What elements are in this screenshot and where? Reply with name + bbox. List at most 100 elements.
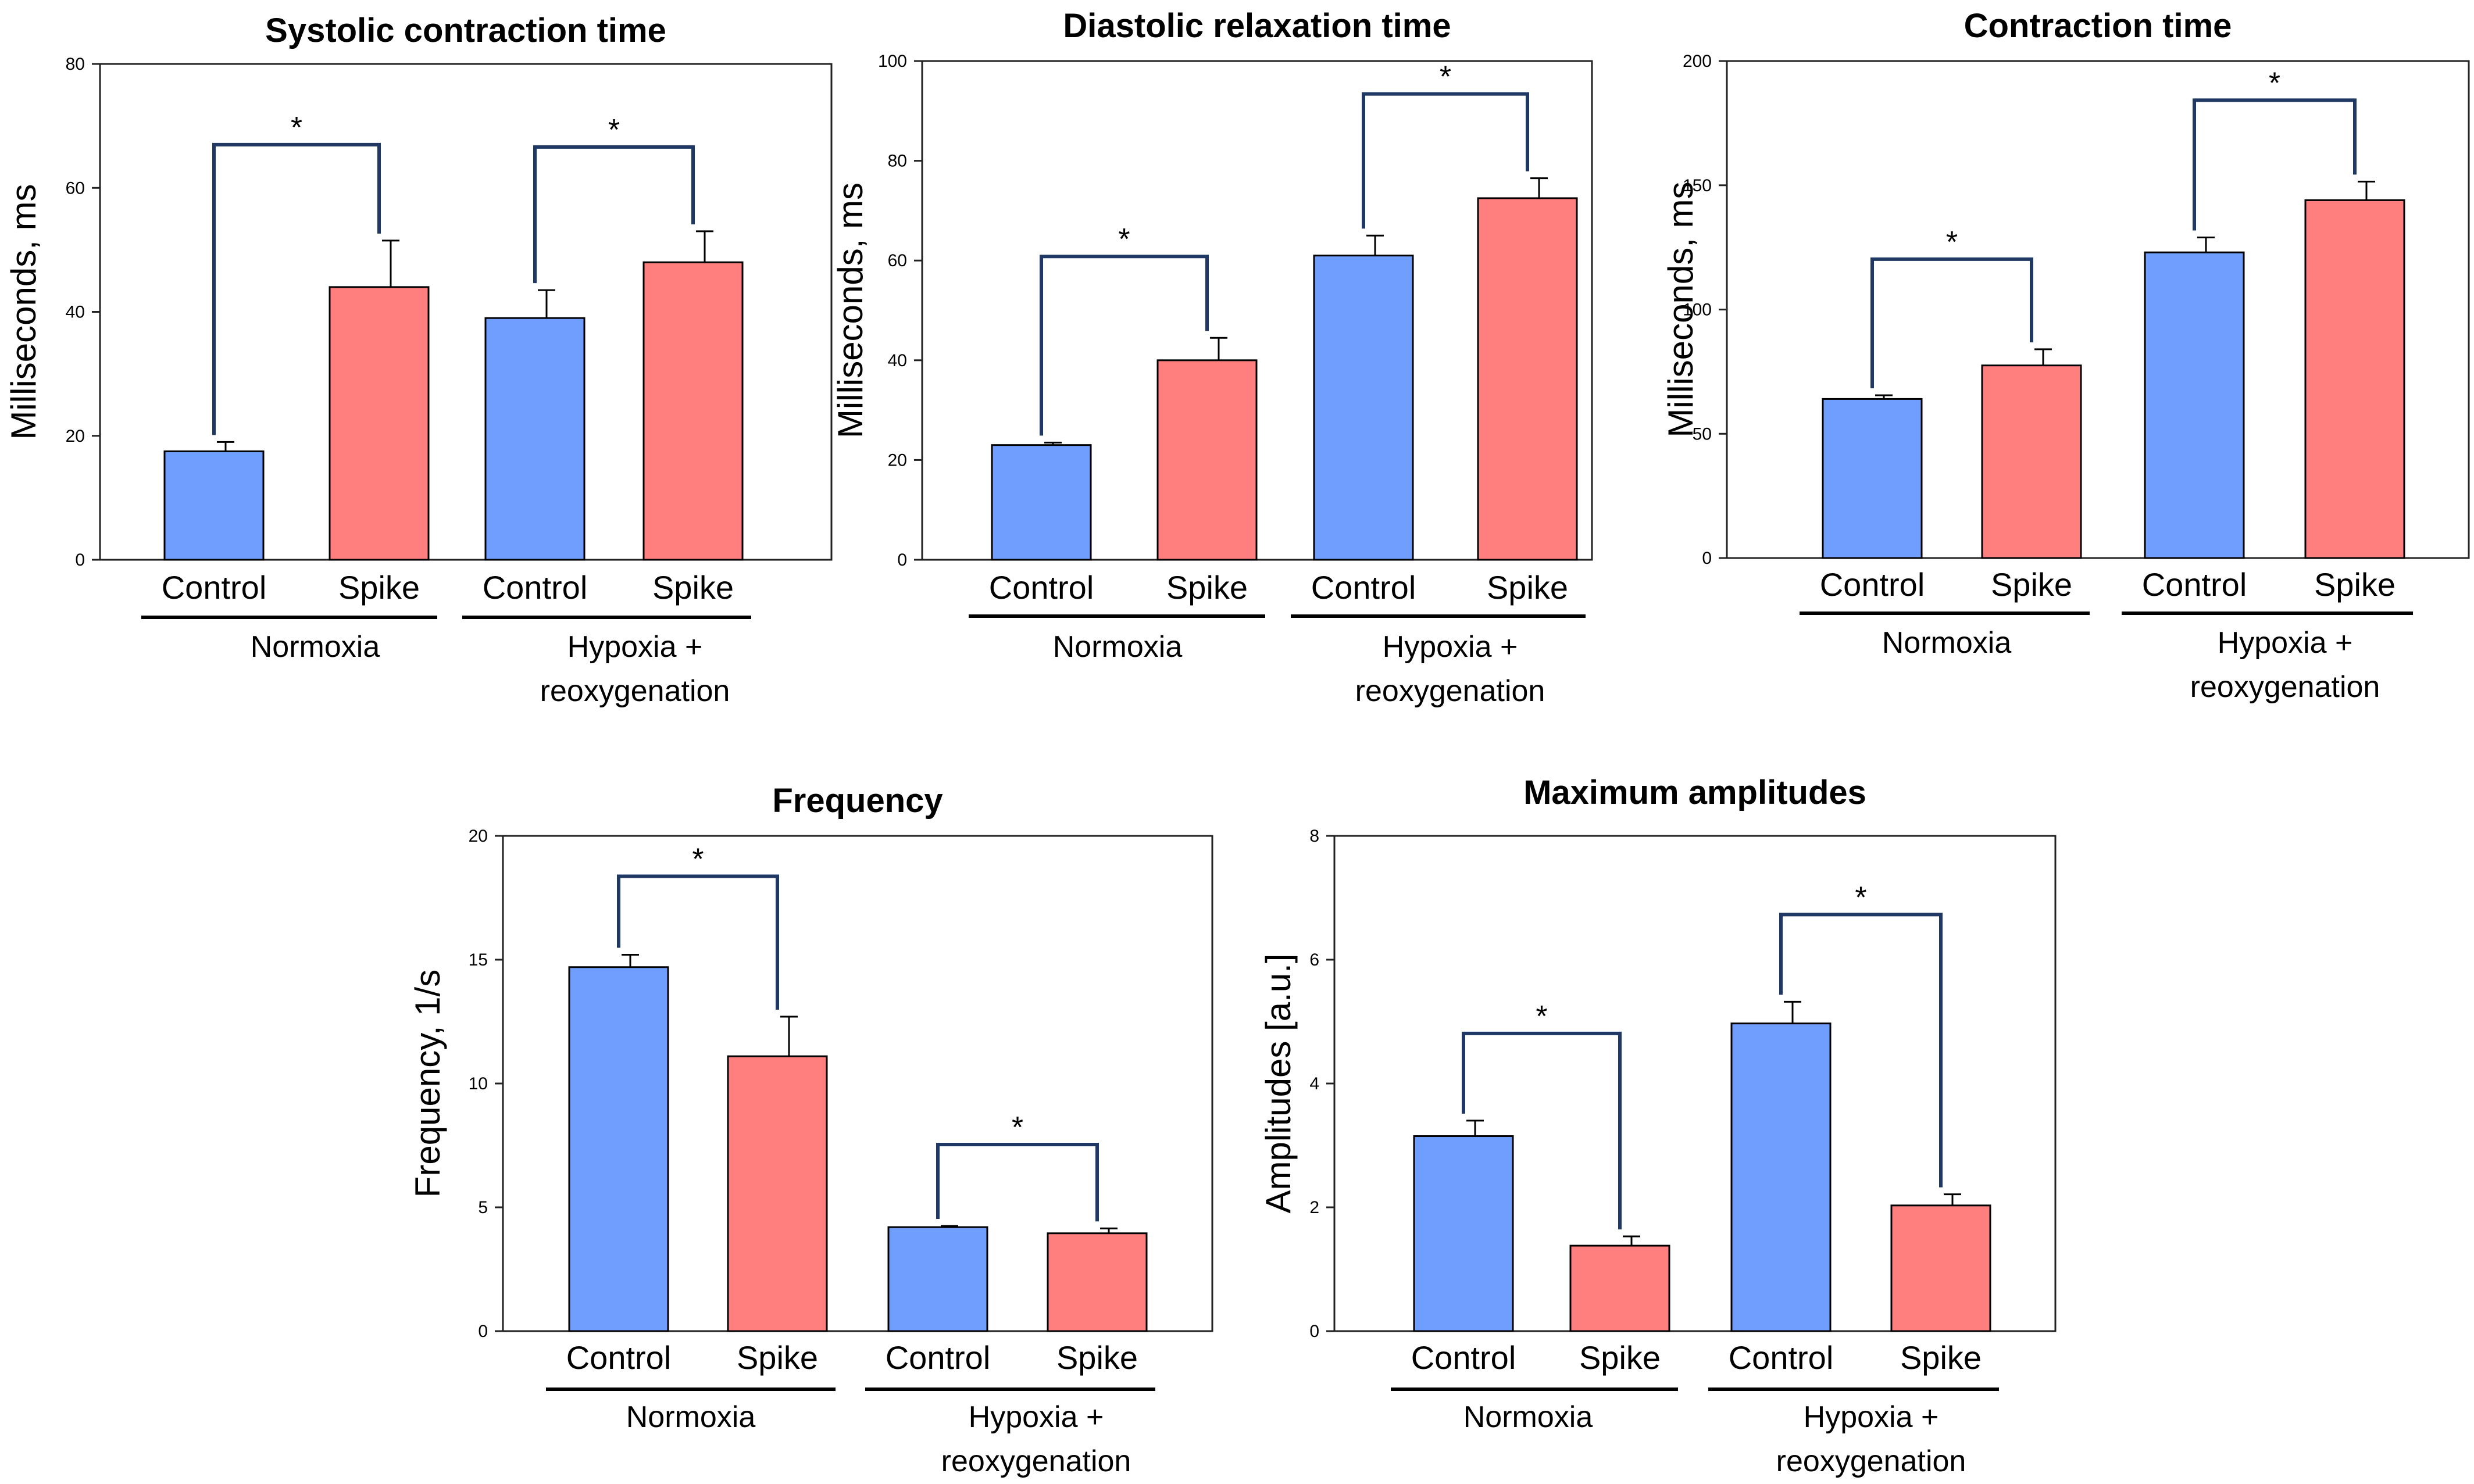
significance-bracket — [212, 142, 381, 435]
significance-star: * — [1536, 1000, 1547, 1034]
x-category-label: Control — [989, 569, 1094, 606]
bar-control — [163, 450, 265, 561]
x-category-label: Spike — [1166, 569, 1248, 606]
y-tick-label: 40 — [66, 303, 85, 322]
y-axis-label: Milliseconds, ms — [4, 184, 43, 439]
y-tick-label: 200 — [1683, 52, 1712, 71]
x-category-label: Control — [162, 569, 267, 606]
group-label: Hypoxia + — [2218, 626, 2353, 660]
y-tick-label: 20 — [469, 827, 488, 846]
chart-title: Contraction time — [1964, 7, 2232, 45]
group-label: Hypoxia + — [1383, 630, 1518, 664]
significance-bracket — [1462, 1031, 1622, 1230]
bar-spike — [727, 1055, 828, 1332]
significance-star: * — [291, 111, 302, 145]
group-label: Hypoxia + — [1804, 1400, 1939, 1434]
y-tick-label: 0 — [478, 1322, 488, 1341]
significance-bracket — [617, 874, 779, 1010]
group-label: reoxygenation — [941, 1444, 1131, 1478]
y-tick-label: 6 — [1309, 950, 1319, 970]
y-tick-label: 0 — [897, 550, 907, 570]
significance-star: * — [608, 113, 620, 147]
x-category-label: Control — [2142, 566, 2247, 603]
y-tick-label: 100 — [878, 52, 907, 71]
x-category-label: Control — [483, 569, 588, 606]
y-tick-label: 5 — [478, 1198, 488, 1217]
y-axis-label: Milliseconds, ms — [831, 183, 870, 438]
bar-spike — [1981, 364, 2082, 559]
group-label: Normoxia — [251, 630, 380, 664]
y-tick-label: 50 — [1693, 424, 1712, 444]
y-tick-label: 10 — [469, 1074, 488, 1093]
y-tick-label: 8 — [1309, 827, 1319, 846]
bar-control — [887, 1226, 988, 1332]
significance-bracket — [2193, 98, 2357, 231]
group-label: Normoxia — [1053, 630, 1183, 664]
chart-title: Frequency — [772, 782, 943, 820]
y-tick-label: 0 — [75, 550, 85, 570]
bar-spike — [642, 261, 744, 561]
y-tick-label: 80 — [888, 152, 907, 171]
bar-spike — [1156, 359, 1258, 561]
bar-control — [2144, 251, 2245, 559]
x-category-label: Spike — [1487, 569, 1568, 606]
bar-spike — [2304, 199, 2405, 559]
bar-spike — [1047, 1232, 1148, 1332]
significance-star: * — [1118, 223, 1130, 256]
x-category-label: Spike — [1056, 1339, 1138, 1376]
significance-star: * — [1440, 60, 1451, 94]
chart-title: Diastolic relaxation time — [1063, 7, 1451, 45]
significance-bracket — [1779, 913, 1943, 1188]
y-tick-label: 80 — [66, 55, 85, 74]
x-category-label: Spike — [2314, 566, 2396, 603]
chart-panel-4: Frequency 0 5 10 15 20 Frequency, 1/s Control Sp… — [408, 782, 1213, 1478]
chart-title: Systolic contraction time — [265, 12, 666, 49]
group-label: reoxygenation — [2190, 670, 2380, 704]
chart-panel-5: Maximum amplitudes 0 2 4 6 8 Amplitudes [a.u.]… — [1259, 774, 2057, 1478]
group-label: reoxygenation — [540, 674, 730, 708]
bar-spike — [329, 286, 430, 561]
y-tick-label: 100 — [1683, 301, 1712, 320]
group-label: Normoxia — [1882, 626, 2012, 660]
significance-bracket — [1362, 92, 1529, 229]
y-axis-label: Frequency, 1/s — [408, 970, 447, 1197]
y-tick-label: 2 — [1309, 1198, 1319, 1217]
x-category-label: Control — [1311, 569, 1416, 606]
x-category-label: Spike — [338, 569, 420, 606]
group-label: reoxygenation — [1776, 1444, 1966, 1478]
significance-star: * — [1012, 1111, 1023, 1145]
bar-spike — [1477, 197, 1578, 561]
x-category-label: Control — [566, 1339, 672, 1376]
y-tick-label: 60 — [888, 251, 907, 270]
x-category-label: Spike — [1900, 1339, 1982, 1376]
significance-bracket — [936, 1142, 1099, 1222]
x-category-label: Control — [1411, 1339, 1516, 1376]
y-axis-label: Milliseconds, ms — [1661, 181, 1700, 437]
significance-bracket — [533, 145, 695, 284]
significance-bracket — [1870, 257, 2033, 388]
chart-title: Maximum amplitudes — [1523, 774, 1866, 811]
group-label: Hypoxia + — [969, 1400, 1104, 1434]
bar-control — [1730, 1022, 1832, 1332]
x-category-label: Spike — [1579, 1339, 1661, 1376]
significance-star: * — [2269, 66, 2280, 100]
y-tick-label: 20 — [66, 427, 85, 446]
chart-panel-1: Systolic contraction time 0 20 40 60 80 Millis… — [4, 12, 833, 708]
y-tick-label: 40 — [888, 351, 907, 370]
group-label: Normoxia — [626, 1400, 756, 1434]
x-category-label: Spike — [1991, 566, 2072, 603]
bar-control — [991, 444, 1092, 561]
group-label: reoxygenation — [1355, 674, 1545, 708]
significance-star: * — [692, 842, 704, 876]
y-tick-label: 0 — [1702, 549, 1712, 568]
bar-control — [568, 966, 669, 1332]
bar-control — [1413, 1135, 1514, 1332]
chart-panel-3: Contraction time 0 50 100 150 200 Milliseconds… — [1661, 7, 2470, 704]
significance-star: * — [1946, 226, 1958, 259]
bar-control — [1822, 398, 1923, 559]
y-axis-label: Amplitudes [a.u.] — [1259, 954, 1298, 1214]
y-tick-label: 60 — [66, 178, 85, 198]
bar-control — [1313, 255, 1414, 561]
y-tick-label: 0 — [1309, 1322, 1319, 1341]
